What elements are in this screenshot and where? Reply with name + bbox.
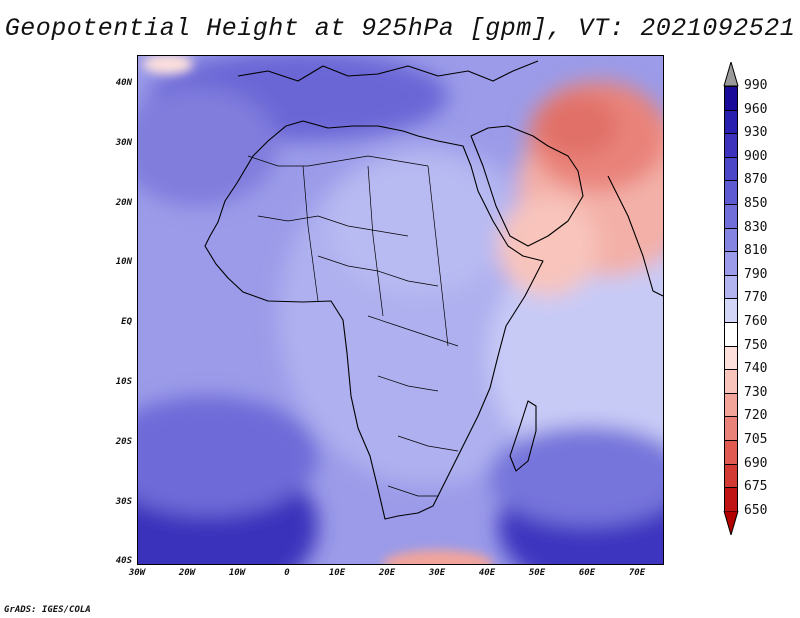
colorbar-label: 750 [744, 337, 768, 353]
lon-label: 30E [428, 568, 446, 578]
colorbar-label: 770 [744, 290, 768, 306]
colorbar-cell [724, 463, 738, 489]
colorbar-cell [724, 227, 738, 253]
colorbar-label: 810 [744, 243, 768, 259]
lat-label: 20N [115, 197, 132, 208]
colorbar-label: 790 [744, 266, 768, 282]
colorbar-bottom-arrow [723, 510, 739, 535]
colorbar-cell [724, 180, 738, 205]
chart-title: Geopotential Height at 925hPa [gpm], VT:… [4, 14, 796, 43]
colorbar-label: 830 [744, 219, 768, 235]
coastline-europe [237, 60, 539, 82]
lat-label: 20S [115, 436, 132, 447]
colorbar-cell [724, 416, 738, 441]
colorbar-cell [724, 392, 738, 418]
lon-label: 10E [328, 568, 346, 578]
colorbar-cell [724, 251, 738, 276]
colorbar-cell [724, 487, 738, 512]
map-frame [137, 55, 664, 565]
credit-label: GrADS: IGES/COLA [4, 605, 91, 615]
colorbar-cell [724, 322, 738, 347]
colorbar-label: 990 [744, 78, 768, 93]
field-mid-south-atlantic [138, 396, 318, 516]
colorbar-cell [724, 133, 738, 158]
lat-label: 10N [115, 257, 132, 268]
colorbar-cell [724, 440, 738, 465]
colorbar-label: 650 [744, 502, 768, 518]
colorbar-label: 690 [744, 455, 768, 471]
colorbar-label: 930 [744, 125, 768, 141]
colorbar-label: 900 [744, 148, 768, 164]
lon-label: 30W [128, 568, 146, 578]
lon-label: 0 [284, 568, 290, 578]
colorbar-cell [724, 86, 738, 111]
lat-label: 30N [115, 137, 132, 148]
field-light-east [488, 236, 663, 476]
lon-label: 50E [528, 568, 546, 578]
colorbar-label: 850 [744, 196, 768, 211]
lon-label: 60E [578, 568, 596, 578]
colorbar-label: 675 [744, 479, 768, 495]
colorbar-cell [724, 369, 738, 394]
colorbar-label: 740 [744, 361, 768, 377]
field-light-saharan [328, 156, 508, 296]
colorbar-cell [724, 156, 738, 182]
field-low-southpole [383, 550, 493, 564]
lon-label: 20E [378, 568, 396, 578]
field-dark-azores [138, 86, 278, 206]
field-low-yemen [498, 196, 598, 296]
lon-label: 10W [228, 568, 246, 578]
lat-label: EQ [121, 317, 132, 328]
lon-label: 70E [628, 568, 646, 578]
borders-interior [247, 155, 459, 497]
coastline-africa [204, 120, 544, 520]
coastline-madagascar [509, 400, 537, 472]
map-canvas [138, 56, 663, 564]
colorbar-cell [724, 109, 738, 135]
coastline-arabia [470, 125, 584, 247]
colorbar-label: 960 [744, 101, 768, 117]
field-mid-south-indian [488, 426, 663, 526]
lat-label: 40N [115, 78, 132, 88]
colorbar-label: 870 [744, 172, 768, 188]
lat-label: 10S [115, 377, 132, 387]
field-low-core [538, 96, 618, 156]
colorbar-label: 720 [744, 408, 768, 424]
lon-label: 40E [478, 568, 496, 578]
lat-label: 40S [115, 556, 132, 567]
lat-label: 30S [115, 496, 132, 507]
colorbar-cell [724, 274, 738, 300]
colorbar-label: 705 [744, 432, 768, 447]
lon-label: 20W [178, 568, 196, 578]
colorbar-cell [724, 298, 738, 323]
field-low-northwest [143, 56, 193, 74]
colorbar-cell [724, 345, 738, 371]
colorbar-label: 760 [744, 314, 768, 329]
colorbar-label: 730 [744, 384, 768, 400]
colorbar-top-arrow [723, 62, 739, 86]
coastline-india [607, 175, 663, 297]
colorbar-cell [724, 204, 738, 229]
